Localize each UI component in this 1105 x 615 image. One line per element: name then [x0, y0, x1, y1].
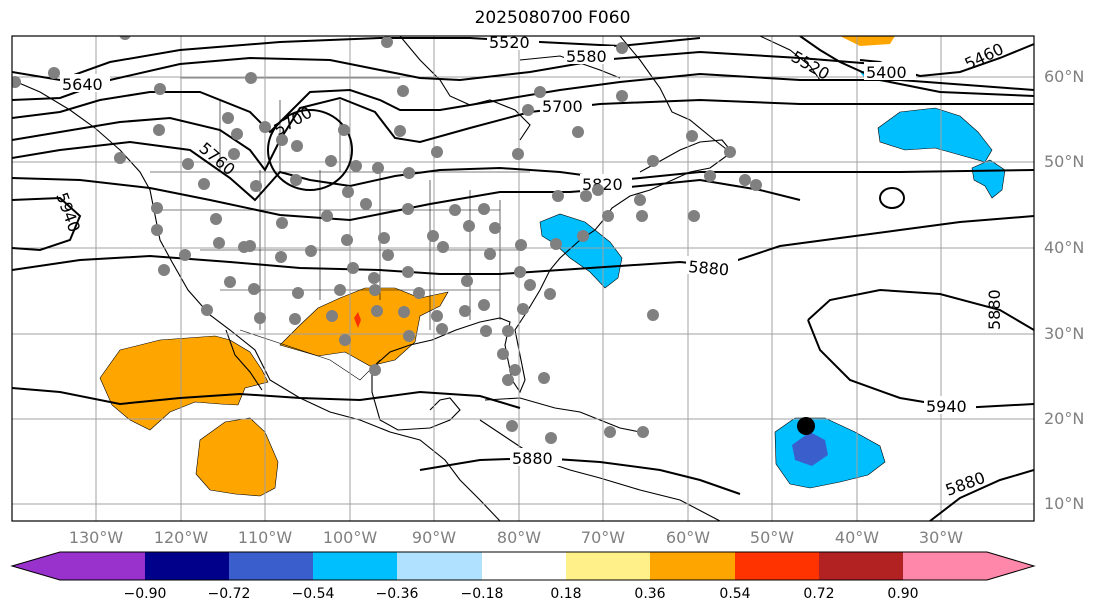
- contour-label: 5460: [962, 39, 1007, 73]
- colorbar-min-extend: [12, 552, 60, 580]
- contour-label: 5880: [688, 257, 730, 279]
- lat-label: 40°N: [1044, 238, 1085, 257]
- lon-label: 100°W: [322, 528, 378, 547]
- colorbar-tick-label: −0.72: [207, 586, 251, 602]
- contour-label: 5580: [566, 47, 607, 66]
- contour-label: 5520: [489, 33, 530, 52]
- colorbar-tick-label: 0.90: [887, 586, 919, 602]
- contour-label: 5940: [52, 190, 84, 235]
- orange-anomaly-pacific: [99, 335, 269, 431]
- colorbar-tick-label: 0.36: [634, 586, 666, 602]
- station-dots: [12, 36, 762, 444]
- lon-label: 110°W: [237, 528, 293, 547]
- lat-label: 50°N: [1044, 152, 1085, 171]
- blue-anomaly-tropical-core: [792, 432, 828, 466]
- colorbar-max-extend: [987, 552, 1034, 580]
- colorbar-tick-label: −0.90: [123, 586, 167, 602]
- contour-label-group: 5520 5580 5640 5700 5760 5820 5880 5940 …: [52, 33, 1007, 500]
- graticule: [12, 36, 1034, 521]
- lon-label: 120°W: [153, 528, 209, 547]
- lat-label: 60°N: [1044, 67, 1085, 86]
- colorbar-tick-label: −0.54: [291, 586, 335, 602]
- orange-anomaly-pacific-south: [195, 417, 279, 497]
- contour-label: 5700: [542, 97, 583, 116]
- lon-label: 40°W: [834, 528, 880, 547]
- lon-label: 60°W: [665, 528, 711, 547]
- lon-label: 130°W: [68, 528, 124, 547]
- lon-label: 90°W: [411, 528, 457, 547]
- storm-marker: [797, 417, 815, 435]
- coastlines: [12, 36, 821, 521]
- lat-label: 30°N: [1044, 324, 1085, 343]
- contour-label: 5400: [866, 63, 907, 82]
- lat-label: 20°N: [1044, 409, 1085, 428]
- colorbar: [10, 551, 1036, 581]
- lat-label: 10°N: [1044, 494, 1085, 513]
- colorbar-tick-label: −0.36: [375, 586, 419, 602]
- red-anomaly-texas: [354, 312, 361, 328]
- orange-anomaly-mexico: [279, 287, 449, 367]
- lon-label: 50°W: [749, 528, 795, 547]
- height-contours: [12, 36, 1034, 521]
- colorbar-tick-label: 0.18: [550, 586, 582, 602]
- lon-label: 30°W: [918, 528, 964, 547]
- contour-label: 5880: [985, 289, 1004, 330]
- cyan-anomaly-atlantic-north: [877, 107, 993, 163]
- colorbar-tick-label: −0.18: [460, 586, 504, 602]
- contour-label: 5880: [512, 449, 553, 468]
- lon-label: 70°W: [580, 528, 626, 547]
- cyan-anomaly-atlantic-small: [971, 159, 1006, 199]
- contour-label: 5640: [62, 75, 103, 94]
- map-frame: [11, 35, 1035, 522]
- cyan-anomaly-tropical: [774, 417, 886, 489]
- contour-label: 5940: [926, 397, 967, 416]
- map-title: 2025080700 F060: [474, 8, 631, 28]
- orange-anomaly-north: [840, 36, 895, 46]
- lon-label: 80°W: [496, 528, 542, 547]
- colorbar-tick-label: 0.54: [719, 586, 751, 602]
- cyan-anomaly-east-coast: [539, 213, 623, 289]
- colorbar-tick-label: 0.72: [803, 586, 835, 602]
